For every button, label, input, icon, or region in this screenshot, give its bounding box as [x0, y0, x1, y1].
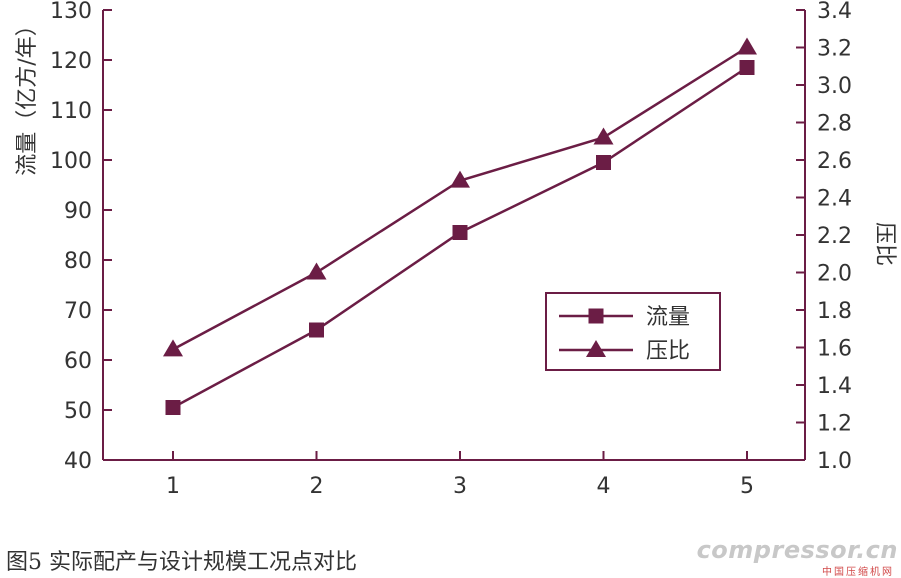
data-point-triangle — [737, 37, 757, 55]
y-right-tick-label: 2.4 — [817, 187, 852, 212]
y-right-tick-label: 2.6 — [817, 149, 852, 174]
legend-label: 压比 — [646, 339, 690, 364]
watermark-logo: compressor.cn 中国压缩机网 — [697, 536, 898, 578]
legend-label: 流量 — [646, 305, 690, 330]
y-right-tick-label: 1.6 — [817, 337, 852, 362]
figure-caption: 图5 实际配产与设计规模工况点对比 — [6, 550, 357, 575]
y-right-tick-label: 3.4 — [817, 0, 852, 24]
x-tick-label: 4 — [597, 474, 611, 499]
y-axis-title: 流量（亿方/年） — [15, 14, 40, 175]
chart: 40 50 60 70 80 90 100 110 120 130 1.0 1.2 1.4 1.6 1.8 2… — [15, 0, 897, 499]
y-tick-label: 130 — [50, 0, 92, 24]
y-tick-label: 100 — [50, 149, 92, 174]
y-tick-label: 80 — [64, 249, 92, 274]
legend-box — [545, 292, 721, 371]
y-tick-label: 90 — [64, 199, 92, 224]
data-point-triangle — [450, 170, 470, 188]
y-right-axis-title: 压比 — [872, 222, 897, 266]
y-tick-label: 50 — [64, 399, 92, 424]
watermark-subtext: 中国压缩机网 — [822, 567, 894, 578]
y-right-tick-label: 1.0 — [817, 449, 852, 474]
y-right-tick-label: 1.2 — [817, 412, 852, 437]
y-right-tick-label: 2.2 — [817, 224, 852, 249]
axes: 40 50 60 70 80 90 100 110 120 130 1.0 1.2 1.4 1.6 1.8 2… — [15, 0, 897, 499]
legend-marker-triangle — [586, 340, 606, 357]
watermark-text: compressor.cn — [696, 536, 898, 564]
data-point-square — [739, 60, 755, 75]
y-tick-label: 40 — [64, 449, 92, 474]
data-point-triangle — [306, 262, 327, 280]
data-point-square — [309, 322, 324, 338]
data-point-square — [165, 400, 181, 415]
y-right-tick-label: 3.2 — [817, 37, 852, 62]
y-tick-label: 70 — [64, 299, 92, 324]
y-tick-label: 110 — [50, 99, 92, 124]
y-right-tick-label: 2.0 — [817, 262, 852, 287]
y-tick-label: 120 — [50, 49, 92, 74]
y-right-tick-label: 1.4 — [817, 374, 852, 399]
y-right-tick-label: 1.8 — [817, 299, 852, 324]
data-point-square — [452, 225, 468, 240]
data-point-square — [596, 155, 611, 170]
legend-marker-square — [588, 308, 604, 324]
x-tick-label: 3 — [453, 474, 467, 499]
y-right-tick-label: 3.0 — [817, 74, 852, 99]
data-point-triangle — [163, 339, 183, 357]
series-markers — [163, 37, 757, 415]
y-right-tick-label: 2.8 — [817, 112, 852, 137]
x-tick-label: 2 — [310, 474, 324, 499]
data-point-triangle — [593, 127, 614, 145]
x-tick-label: 1 — [166, 474, 180, 499]
y-tick-label: 60 — [64, 349, 92, 374]
x-tick-label: 5 — [740, 474, 754, 499]
